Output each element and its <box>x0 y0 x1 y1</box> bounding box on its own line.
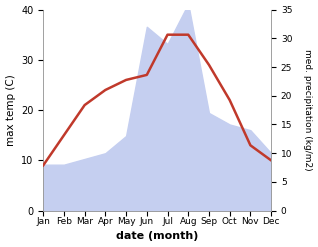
Y-axis label: max temp (C): max temp (C) <box>5 74 16 146</box>
X-axis label: date (month): date (month) <box>116 231 198 242</box>
Y-axis label: med. precipitation (kg/m2): med. precipitation (kg/m2) <box>303 49 313 171</box>
